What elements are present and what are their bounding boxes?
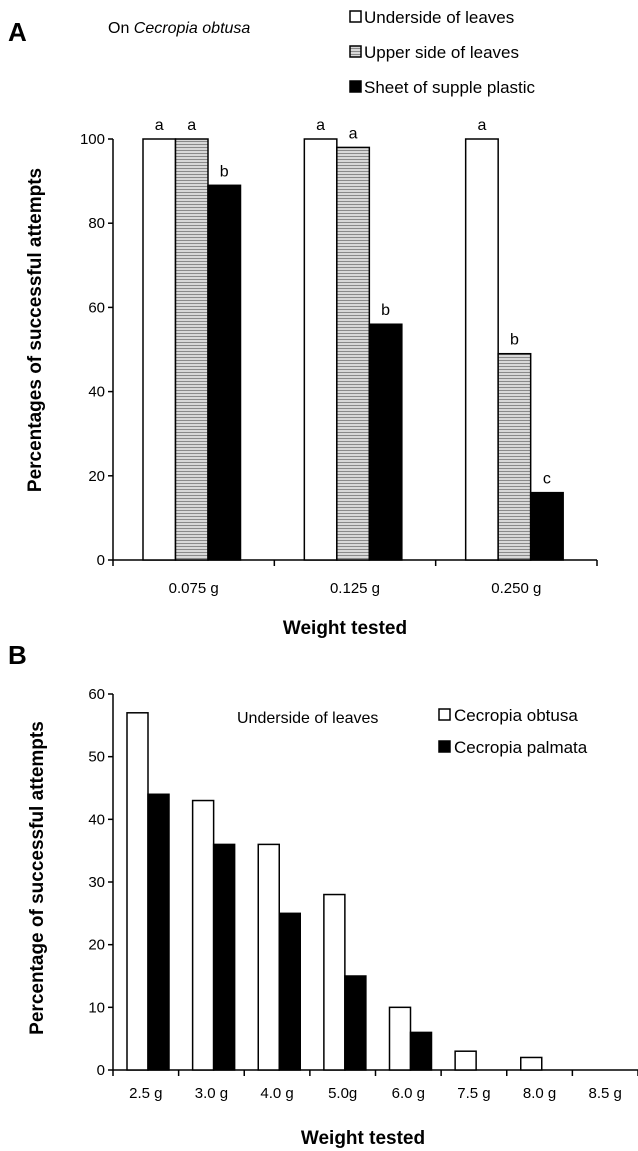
bar-series2 [147,793,170,1071]
y-tick-label: 100 [80,131,105,148]
x-tick-label: 5.0g [328,1085,357,1102]
bar-series2 [336,146,371,561]
x-tick-label: 8.5 g [589,1085,622,1102]
legend-label-palmata: Cecropia palmata [454,738,588,757]
panel-a-note: On Cecropia obtusa [108,20,250,37]
panel-b-y-axis-title: Percentage of successful attempts [27,721,48,1035]
bar-series1 [191,799,215,1071]
panel-a-note-prefix: On [108,20,134,37]
legend-swatch-plastic [349,80,362,93]
significance-label: a [477,117,486,134]
significance-label: a [316,117,325,134]
y-tick-label: 20 [88,468,105,485]
legend-label-underside: Underside of leaves [364,8,514,27]
legend-swatch-underside [349,10,362,23]
panel-b-letter: B [8,640,27,670]
y-tick-label: 30 [88,874,105,891]
panel-a-y-axis-title: Percentages of successful attempts [25,168,46,492]
y-tick-label: 40 [88,384,105,401]
bar-series3 [368,323,403,561]
panel-b-axes: 0 10 20 30 40 50 60 2.5 g 3.0 g 4.0 g 5.0g 6.0 g 7.5… [88,686,638,1102]
bar-series1 [257,843,280,1071]
y-tick-label: 40 [88,811,105,828]
y-tick-label: 20 [88,937,105,954]
bar-series1 [454,1050,477,1071]
bar-series1 [126,712,149,1071]
y-tick-label: 50 [88,749,105,766]
panel-b-bars [126,712,543,1071]
x-tick-label: 2.5 g [129,1085,162,1102]
bar-series1 [388,1006,412,1071]
bar-series1 [323,893,346,1071]
bar-series1 [303,138,338,561]
x-tick-label: 8.0 g [523,1085,556,1102]
panel-b-x-axis-title: Weight tested [301,1128,425,1149]
bar-series2 [212,843,236,1071]
y-tick-label: 60 [88,299,105,316]
legend-label-plastic: Sheet of supple plastic [364,78,536,97]
panel-a-bars: a a b a a b a b c [142,117,564,561]
y-tick-label: 80 [88,215,105,232]
significance-label: a [349,125,358,142]
x-tick-label: 0.250 g [491,580,541,597]
x-tick-label: 3.0 g [195,1085,228,1102]
x-tick-label: 6.0 g [392,1085,425,1102]
bar-series2 [497,352,532,561]
significance-label: a [155,117,164,134]
bar-series3 [529,491,564,561]
panel-b-legend: Cecropia obtusa Cecropia palmata [438,706,588,757]
significance-label: c [543,471,551,488]
legend-label-upper: Upper side of leaves [364,43,519,62]
significance-label: a [187,117,196,134]
legend-swatch-palmata [438,740,451,753]
bar-series2 [344,975,367,1071]
legend-label-obtusa: Cecropia obtusa [454,706,578,725]
x-tick-label: 0.075 g [169,580,219,597]
y-tick-label: 0 [97,1062,105,1079]
panel-a-x-axis-title: Weight tested [283,618,407,639]
panel-b: B Underside of leaves Cecropia obtusa Ce… [8,640,638,1149]
x-tick-label: 0.125 g [330,580,380,597]
significance-label: b [220,163,229,180]
bar-series1 [520,1056,543,1071]
y-tick-label: 60 [88,686,105,703]
bar-series3 [207,184,242,561]
bar-series2 [409,1031,433,1071]
bar-series2 [174,138,209,561]
panel-b-note: Underside of leaves [237,710,378,727]
bar-series2 [278,912,301,1071]
significance-label: b [381,302,390,319]
significance-label: b [510,332,519,349]
x-tick-label: 4.0 g [260,1085,293,1102]
y-tick-label: 0 [97,552,105,569]
bar-series1 [464,138,499,561]
panel-a-letter: A [8,17,27,47]
x-tick-label: 7.5 g [457,1085,490,1102]
legend-swatch-obtusa [438,708,451,721]
panel-a-note-species: Cecropia obtusa [134,20,251,37]
y-tick-label: 10 [88,999,105,1016]
panel-a-legend: Underside of leaves Upper side of leaves… [349,8,536,97]
legend-swatch-upper [349,45,362,58]
bar-series1 [142,138,177,561]
panel-a-axes: 0 20 40 60 80 100 0.075 g 0.125 g 0.250 g [80,131,598,597]
panel-a: A On Cecropia obtusa Underside of leaves… [8,8,598,639]
